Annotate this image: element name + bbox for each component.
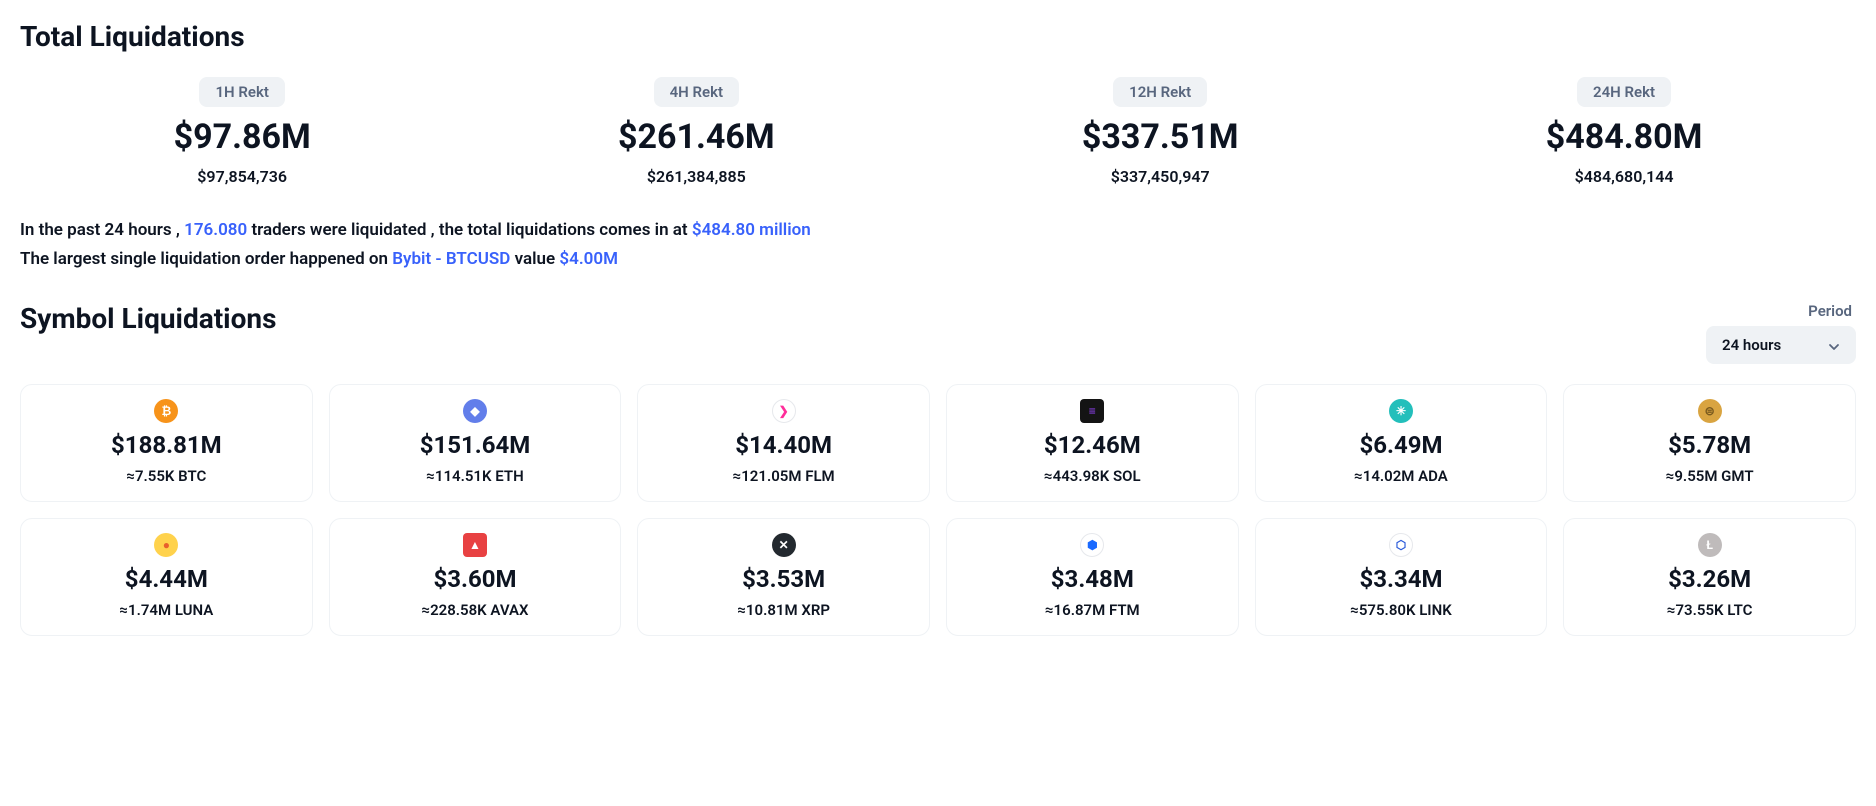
rekt-period-label: 4H Rekt	[654, 77, 739, 107]
coin-icon: ✕	[772, 533, 796, 557]
rekt-period-label: 24H Rekt	[1577, 77, 1671, 107]
symbol-usd-value: $12.46M	[1044, 431, 1141, 459]
symbol-card[interactable]: ⬡ $3.34M ≈575.80K LINK	[1255, 518, 1548, 636]
symbol-card[interactable]: ✕ $3.53M ≈10.81M XRP	[637, 518, 930, 636]
rekt-value: $261.46M	[618, 117, 775, 157]
summary-exchange-pair: Bybit - BTCUSD	[392, 249, 510, 269]
symbol-amount: ≈443.98K SOL	[1044, 467, 1141, 485]
symbol-amount: ≈7.55K BTC	[126, 467, 206, 485]
summary-text: traders were liquidated , the total liqu…	[247, 220, 692, 240]
symbol-card[interactable]: ⊜ $5.78M ≈9.55M GMT	[1563, 384, 1856, 502]
symbol-card[interactable]: Ł $3.26M ≈73.55K LTC	[1563, 518, 1856, 636]
rekt-column: 4H Rekt $261.46M $261,384,885	[618, 77, 775, 186]
period-label: Period	[1808, 302, 1856, 320]
symbol-card[interactable]: ● $4.44M ≈1.74M LUNA	[20, 518, 313, 636]
symbol-usd-value: $188.81M	[111, 431, 222, 459]
symbol-amount: ≈9.55M GMT	[1666, 467, 1754, 485]
symbol-card[interactable]: ₿ $188.81M ≈7.55K BTC	[20, 384, 313, 502]
coin-icon: ◆	[463, 399, 487, 423]
coin-icon: ≡	[1080, 399, 1104, 423]
rekt-subvalue: $97,854,736	[197, 167, 287, 186]
rekt-column: 1H Rekt $97.86M $97,854,736	[174, 77, 311, 186]
symbol-amount: ≈1.74M LUNA	[119, 601, 213, 619]
rekt-value: $337.51M	[1082, 117, 1239, 157]
symbol-usd-value: $5.78M	[1668, 431, 1751, 459]
rekt-value: $97.86M	[174, 117, 311, 157]
rekt-period-label: 1H Rekt	[199, 77, 284, 107]
summary-text: value	[510, 249, 559, 269]
chevron-down-icon	[1828, 339, 1840, 351]
symbol-amount: ≈575.80K LINK	[1350, 601, 1452, 619]
coin-icon: ₿	[154, 399, 178, 423]
symbol-card[interactable]: ◆ $151.64M ≈114.51K ETH	[329, 384, 622, 502]
period-selected-value: 24 hours	[1722, 336, 1781, 354]
coin-icon: ❯	[772, 399, 796, 423]
symbol-card[interactable]: ✳ $6.49M ≈14.02M ADA	[1255, 384, 1548, 502]
symbol-card[interactable]: ≡ $12.46M ≈443.98K SOL	[946, 384, 1239, 502]
coin-icon: Ł	[1698, 533, 1722, 557]
rekt-subvalue: $484,680,144	[1575, 167, 1674, 186]
symbol-amount: ≈73.55K LTC	[1667, 601, 1753, 619]
rekt-summary-row: 1H Rekt $97.86M $97,854,736 4H Rekt $261.46M…	[20, 77, 1856, 186]
symbol-amount: ≈114.51K ETH	[426, 467, 523, 485]
symbol-usd-value: $14.40M	[735, 431, 832, 459]
summary-text: In the past 24 hours ,	[20, 220, 184, 240]
rekt-subvalue: $337,450,947	[1111, 167, 1210, 186]
rekt-value: $484.80M	[1546, 117, 1703, 157]
symbol-usd-value: $3.26M	[1668, 565, 1751, 593]
symbol-grid: ₿ $188.81M ≈7.55K BTC ◆ $151.64M ≈114.51K ETH…	[20, 384, 1856, 636]
rekt-period-label: 12H Rekt	[1113, 77, 1207, 107]
total-liquidations-title: Total Liquidations	[20, 20, 1856, 53]
coin-icon: ⊜	[1698, 399, 1722, 423]
summary-total-amount: $484.80 million	[692, 220, 811, 240]
symbol-liquidations-title: Symbol Liquidations	[20, 302, 276, 335]
liquidation-summary: In the past 24 hours , 176.080 traders w…	[20, 216, 1856, 274]
symbol-amount: ≈10.81M XRP	[737, 601, 830, 619]
symbol-usd-value: $3.34M	[1359, 565, 1442, 593]
rekt-subvalue: $261,384,885	[647, 167, 746, 186]
coin-icon: ⬡	[1389, 533, 1413, 557]
symbol-amount: ≈228.58K AVAX	[421, 601, 528, 619]
symbol-card[interactable]: ⬢ $3.48M ≈16.87M FTM	[946, 518, 1239, 636]
rekt-column: 24H Rekt $484.80M $484,680,144	[1546, 77, 1703, 186]
symbol-usd-value: $3.48M	[1051, 565, 1134, 593]
symbol-amount: ≈16.87M FTM	[1045, 601, 1140, 619]
coin-icon: ▲	[463, 533, 487, 557]
summary-largest-order: $4.00M	[559, 249, 618, 269]
rekt-column: 12H Rekt $337.51M $337,450,947	[1082, 77, 1239, 186]
symbol-amount: ≈14.02M ADA	[1354, 467, 1448, 485]
symbol-usd-value: $4.44M	[125, 565, 208, 593]
symbol-usd-value: $6.49M	[1359, 431, 1442, 459]
symbol-card[interactable]: ▲ $3.60M ≈228.58K AVAX	[329, 518, 622, 636]
coin-icon: ✳	[1389, 399, 1413, 423]
symbol-usd-value: $3.60M	[433, 565, 516, 593]
summary-text: The largest single liquidation order hap…	[20, 249, 392, 269]
coin-icon: ●	[154, 533, 178, 557]
symbol-usd-value: $151.64M	[420, 431, 531, 459]
period-dropdown[interactable]: 24 hours	[1706, 326, 1856, 364]
summary-traders-count: 176.080	[184, 220, 247, 240]
symbol-amount: ≈121.05M FLM	[733, 467, 835, 485]
symbol-usd-value: $3.53M	[742, 565, 825, 593]
coin-icon: ⬢	[1080, 533, 1104, 557]
symbol-card[interactable]: ❯ $14.40M ≈121.05M FLM	[637, 384, 930, 502]
